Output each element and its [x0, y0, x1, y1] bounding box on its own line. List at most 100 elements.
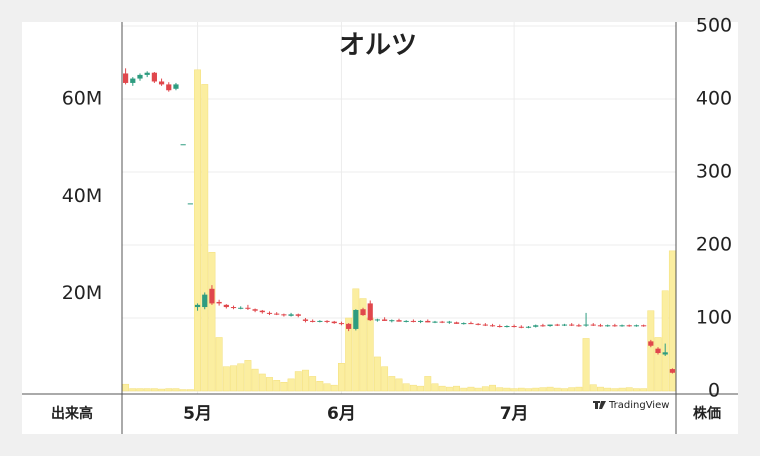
price-tick-label: 200: [696, 234, 732, 256]
axes: 0 100 200 300 400 500 20M 40M 60M 5月 6月 7月: [62, 15, 732, 425]
volume-axis-label: 出来高: [51, 405, 93, 422]
candle-body: [274, 313, 280, 315]
volume-bar: [273, 380, 281, 392]
candle-body: [317, 320, 323, 322]
candle-body: [525, 326, 532, 328]
candle-body: [597, 325, 604, 327]
candle-body: [194, 304, 201, 308]
candle-body: [281, 314, 287, 316]
candle-body: [187, 203, 193, 205]
candle-body: [396, 320, 402, 322]
volume-bar: [424, 376, 432, 392]
volume-bar: [640, 388, 648, 392]
candle-body: [561, 324, 568, 326]
volume-bar: [208, 252, 216, 392]
candle-body: [302, 319, 309, 321]
volume-bar: [251, 368, 259, 392]
price-tick-label: 100: [696, 307, 732, 329]
candle-body: [216, 301, 222, 304]
watermark: TradingView: [593, 400, 669, 411]
volume-bar: [352, 288, 360, 392]
volume-bar: [582, 338, 590, 392]
volume-bar: [215, 337, 223, 392]
candle-body: [497, 326, 503, 328]
volume-bar: [525, 388, 532, 392]
candle-body: [367, 303, 373, 321]
candle-body: [353, 309, 359, 329]
price-tick-label: 400: [696, 88, 732, 110]
price-axis-label: 株価: [693, 405, 721, 422]
watermark-logo: [593, 401, 606, 409]
candle-body: [533, 325, 539, 327]
price-tick-label: 500: [696, 15, 732, 37]
volume-bar: [280, 381, 288, 392]
volume-bar: [561, 388, 568, 392]
candle-body: [209, 288, 215, 304]
volume-bar: [438, 385, 446, 392]
volume-bar: [388, 376, 396, 392]
candle-body: [144, 72, 150, 75]
candle-body: [230, 307, 237, 309]
candle-body: [633, 325, 640, 327]
volume-bar: [589, 384, 597, 392]
candle-body: [122, 73, 129, 83]
volume-bar: [165, 388, 173, 392]
volume-bar: [402, 383, 410, 392]
volume-bar: [618, 387, 626, 392]
volume-tick-label: 20M: [62, 282, 103, 304]
candle-body: [266, 312, 273, 314]
candle-body: [137, 74, 143, 79]
candle-body: [382, 319, 388, 321]
candle-body: [223, 304, 229, 308]
volume-bar: [230, 365, 237, 392]
volume-bar: [661, 290, 669, 392]
watermark-text: TradingView: [608, 400, 669, 411]
volume-bar: [302, 369, 309, 392]
candle-body: [151, 72, 157, 82]
candle-body: [432, 321, 438, 323]
candle-body: [453, 322, 460, 324]
candle-body: [482, 324, 488, 326]
candle-body: [410, 320, 416, 322]
volume-bar: [129, 388, 137, 392]
candle-body: [331, 321, 337, 324]
volume-bar: [345, 317, 353, 392]
volume-bar: [575, 386, 583, 392]
volume-bar: [150, 388, 158, 392]
volume-bar: [481, 386, 489, 392]
volume-bar: [201, 84, 209, 392]
volume-bar: [431, 383, 439, 392]
volume-bar: [553, 387, 561, 392]
volume-bar: [632, 388, 640, 392]
volume-bar: [194, 69, 201, 392]
candle-body: [576, 325, 582, 327]
volume-bar: [237, 363, 245, 392]
candle-body: [338, 323, 345, 325]
candle-body: [180, 144, 186, 146]
x-tick-label: 6月: [327, 404, 356, 424]
volume-bar: [546, 386, 554, 392]
volume-bar: [186, 389, 194, 392]
candle-body: [389, 320, 395, 322]
volume-bar: [503, 387, 511, 392]
candle-body: [252, 309, 258, 311]
price-tick-label: 300: [696, 161, 732, 183]
volume-bar: [453, 385, 461, 392]
volume-bar: [172, 388, 180, 392]
volume-bar: [222, 366, 230, 392]
volume-bar: [395, 378, 403, 392]
volume-bar: [611, 388, 619, 392]
volume-tick-label: 40M: [62, 185, 103, 207]
candle-body: [641, 325, 647, 327]
volume-bar: [366, 317, 374, 392]
volume-bar: [417, 385, 425, 392]
candle-body: [173, 84, 179, 89]
candle-body: [655, 348, 661, 354]
candle-body: [288, 314, 294, 316]
volume-bar: [143, 388, 151, 392]
candle-body: [324, 320, 330, 322]
candle-body: [554, 324, 560, 326]
candle-body: [346, 323, 352, 329]
